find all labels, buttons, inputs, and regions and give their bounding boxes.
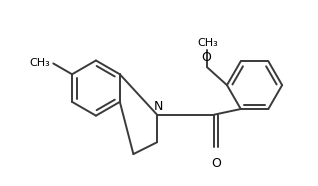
Text: CH₃: CH₃ — [30, 58, 50, 68]
Text: O: O — [201, 52, 211, 64]
Text: O: O — [211, 157, 221, 170]
Text: CH₃: CH₃ — [197, 38, 218, 48]
Text: N: N — [153, 100, 163, 113]
